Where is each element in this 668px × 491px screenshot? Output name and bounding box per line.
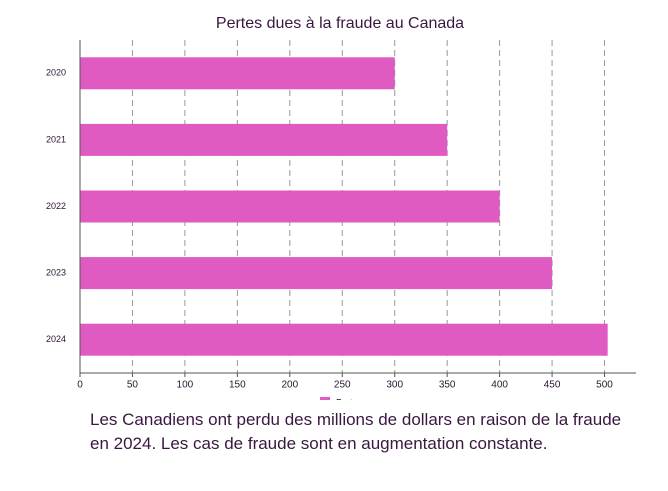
- bar: [80, 190, 500, 223]
- x-tick-label: 450: [544, 380, 561, 391]
- x-tick-label: 500: [596, 380, 613, 391]
- y-tick-label: 2020: [46, 68, 66, 78]
- bar: [80, 323, 608, 356]
- x-tick-label: 100: [177, 380, 194, 391]
- legend-swatch: [320, 397, 330, 400]
- x-tick-label: 400: [491, 380, 508, 391]
- bar: [80, 123, 448, 156]
- legend-label: Pertes: [336, 397, 363, 400]
- bar: [80, 257, 553, 290]
- x-tick-label: 200: [281, 380, 298, 391]
- chart: Pertes dues à la fraude au Canada 0 50 100…: [46, 15, 636, 400]
- x-tick-label: 0: [77, 380, 83, 391]
- chart-title: Pertes dues à la fraude au Canada: [216, 15, 464, 32]
- caption: Les Canadiens ont perdu des millions de …: [90, 410, 622, 453]
- y-tick-label: 2022: [46, 201, 66, 211]
- y-tick-label: 2024: [46, 334, 66, 344]
- y-tick-label: 2021: [46, 134, 66, 144]
- x-tick-label: 250: [334, 380, 351, 391]
- bar: [80, 57, 395, 90]
- x-tick-label: 350: [439, 380, 456, 391]
- x-tick-label: 300: [386, 380, 403, 391]
- y-tick-label: 2023: [46, 267, 66, 277]
- x-tick-label: 150: [229, 380, 246, 391]
- x-tick-label: 50: [127, 380, 139, 391]
